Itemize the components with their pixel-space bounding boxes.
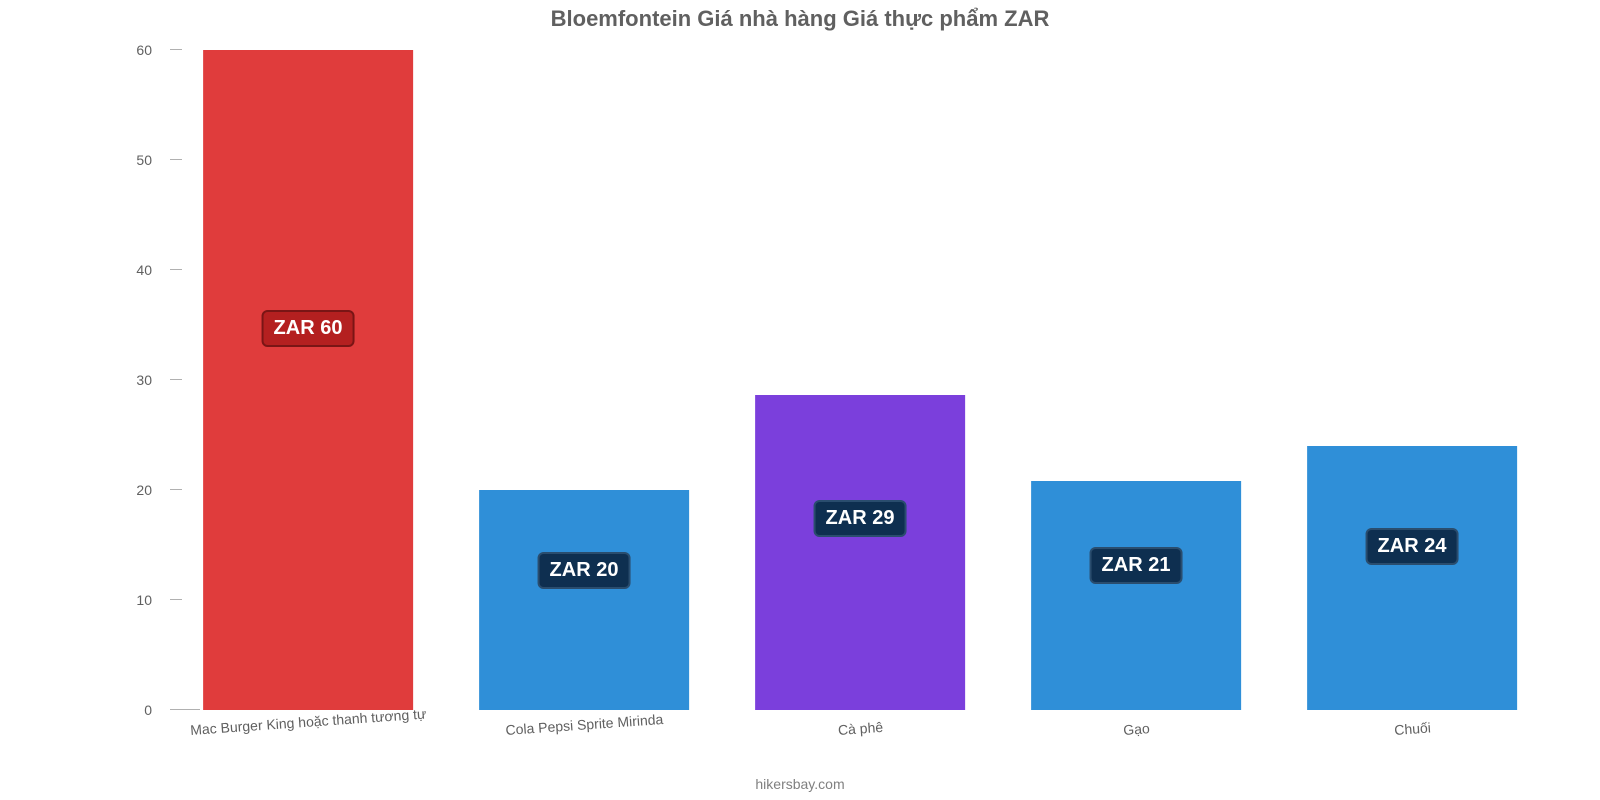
chart-title: Bloemfontein Giá nhà hàng Giá thực phẩm … xyxy=(0,6,1600,32)
y-tick-line xyxy=(170,379,182,380)
bar xyxy=(1307,446,1517,710)
y-tick-label: 60 xyxy=(136,42,152,58)
y-tick-label: 10 xyxy=(136,592,152,608)
price-bar-chart: Bloemfontein Giá nhà hàng Giá thực phẩm … xyxy=(0,0,1600,800)
y-tick-line xyxy=(170,489,182,490)
plot-area: ZAR 60Mac Burger King hoặc thanh tương t… xyxy=(170,50,1550,710)
bar-value-badge: ZAR 21 xyxy=(1090,547,1183,584)
y-tick-label: 40 xyxy=(136,262,152,278)
y-tick-label: 50 xyxy=(136,152,152,168)
y-tick-line xyxy=(170,49,182,50)
bar xyxy=(755,395,965,710)
bar-slot: ZAR 24Chuối xyxy=(1274,50,1550,710)
y-tick-label: 0 xyxy=(144,702,152,718)
bars-container: ZAR 60Mac Burger King hoặc thanh tương t… xyxy=(170,50,1550,710)
x-axis-label: Cola Pepsi Sprite Mirinda xyxy=(505,711,664,738)
bar-value-badge: ZAR 20 xyxy=(538,552,631,589)
bar-slot: ZAR 21Gạo xyxy=(998,50,1274,710)
y-tick-label: 20 xyxy=(136,482,152,498)
bar xyxy=(203,50,413,710)
x-axis-label: Gạo xyxy=(1123,720,1151,738)
y-tick-line xyxy=(170,709,182,710)
bar-value-badge: ZAR 60 xyxy=(262,310,355,347)
bar xyxy=(479,490,689,710)
x-axis-label: Mac Burger King hoặc thanh tương tự xyxy=(190,706,427,738)
bar-slot: ZAR 20Cola Pepsi Sprite Mirinda xyxy=(446,50,722,710)
y-tick-line xyxy=(170,269,182,270)
y-tick-label: 30 xyxy=(136,372,152,388)
y-tick-line xyxy=(170,599,182,600)
bar-value-badge: ZAR 24 xyxy=(1366,528,1459,565)
x-axis-label: Cà phê xyxy=(837,719,883,738)
attribution-text: hikersbay.com xyxy=(0,776,1600,792)
bar-value-badge: ZAR 29 xyxy=(814,500,907,537)
bar-slot: ZAR 29Cà phê xyxy=(722,50,998,710)
bar-slot: ZAR 60Mac Burger King hoặc thanh tương t… xyxy=(170,50,446,710)
bar xyxy=(1031,481,1241,710)
y-tick-line xyxy=(170,159,182,160)
x-axis-label: Chuối xyxy=(1394,719,1432,738)
